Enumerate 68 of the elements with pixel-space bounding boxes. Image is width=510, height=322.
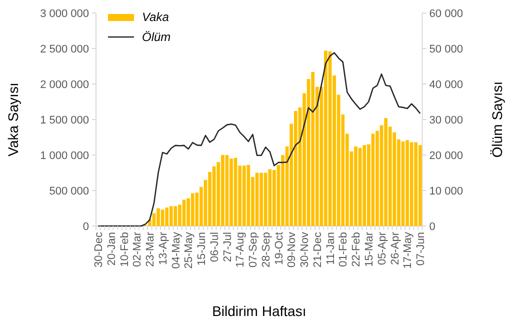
y2-tick-label: 40 000 xyxy=(429,78,463,91)
y2-tick-label: 60 000 xyxy=(429,8,463,20)
y2-tick-label: 20 000 xyxy=(429,150,463,162)
x-tick-label: 21-Dec xyxy=(312,232,324,268)
x-axis-title: Bildirim Haftası xyxy=(212,303,306,319)
bar xyxy=(160,210,164,226)
y-tick-label: 3 000 000 xyxy=(40,8,89,20)
bar xyxy=(264,172,268,226)
y-tick-label: 500 000 xyxy=(49,185,89,198)
bar xyxy=(230,158,233,226)
bar xyxy=(406,140,409,226)
x-tick-label: 05-Apr xyxy=(376,232,388,266)
bar xyxy=(156,208,160,226)
y2-tick-label: 30 000 xyxy=(429,114,463,126)
x-tick-label: 17-Aug xyxy=(234,232,247,268)
bar xyxy=(169,206,173,226)
legend-label: Ölüm xyxy=(142,30,171,44)
x-tick-label: 25-May xyxy=(183,232,196,269)
x-tick-label: 28-Sep xyxy=(260,232,272,268)
x-tick-label: 20-Jan xyxy=(106,232,118,266)
bar xyxy=(165,208,169,226)
bar xyxy=(220,155,224,226)
x-tick-label: 06-Jul xyxy=(208,232,221,262)
x-tick-label: 19-Oct xyxy=(273,232,286,266)
bar xyxy=(268,169,272,226)
y-tick-label: 1 500 000 xyxy=(40,114,89,126)
y2-tick-label: 0 xyxy=(429,220,436,233)
x-tick-label: 22-Feb xyxy=(350,232,363,267)
bar xyxy=(414,142,418,226)
y-tick-label: 0 xyxy=(82,220,89,233)
y2-tick-label: 50 000 xyxy=(429,43,463,56)
bar xyxy=(418,145,422,226)
x-tick-label: 09-Nov xyxy=(286,232,298,268)
x-tick-label: 30-Nov xyxy=(299,232,312,268)
x-tick-label: 26-Apr xyxy=(389,232,402,266)
y-axis-title: Vaka Sayısı xyxy=(5,82,21,156)
x-tick-label: 17-May xyxy=(402,232,414,269)
y2-axis-title: Ölüm Sayısı xyxy=(489,81,505,158)
x-tick-label: 01-Feb xyxy=(338,232,350,267)
bar xyxy=(174,206,178,226)
x-tick-label: 15-Mar xyxy=(363,232,376,267)
x-tick-label: 23-Mar xyxy=(144,232,157,267)
x-tick-label: 15-Jun xyxy=(196,232,208,266)
bar xyxy=(242,166,246,226)
y-tick-label: 1 000 000 xyxy=(40,150,89,162)
x-tick-label: 27-Jul xyxy=(222,232,234,262)
bar xyxy=(354,146,358,226)
legend-label: Vaka xyxy=(142,10,170,24)
x-tick-label: 07-Sep xyxy=(248,232,260,268)
bar xyxy=(294,110,298,226)
bar xyxy=(410,142,414,226)
y-tick-label: 2 000 000 xyxy=(40,78,89,91)
x-tick-label: 10-Feb xyxy=(118,232,131,267)
x-tick-label: 07-Jun xyxy=(415,232,428,266)
x-tick-label: 11-Jan xyxy=(324,232,337,265)
x-tick-label: 02-Mar xyxy=(132,232,144,267)
bar xyxy=(225,155,229,226)
x-tick-label: 30-Dec xyxy=(92,232,105,268)
bar xyxy=(401,142,405,226)
x-tick-label: 04-May xyxy=(170,232,182,269)
bar xyxy=(371,134,375,226)
x-tick-label: 13-Apr xyxy=(157,232,170,266)
y-tick-label: 2 500 000 xyxy=(40,43,89,56)
bar xyxy=(182,200,186,226)
bar xyxy=(246,164,250,226)
y2-tick-label: 10 000 xyxy=(429,185,463,198)
bar xyxy=(190,193,194,226)
bar xyxy=(362,145,366,226)
